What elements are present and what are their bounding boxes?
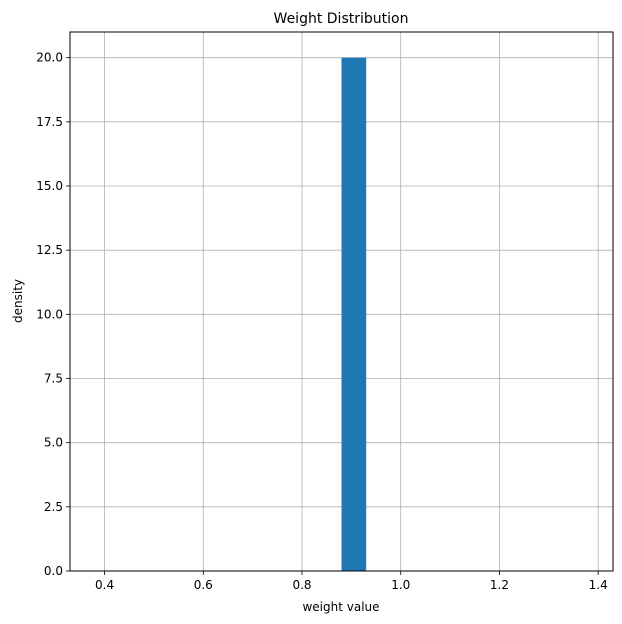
y-tick-label: 7.5 (44, 372, 63, 386)
chart-title: Weight Distribution (274, 11, 409, 27)
x-axis-label: weight value (302, 600, 379, 614)
x-tick-label: 1.0 (391, 578, 410, 592)
y-axis-ticks: 0.0 2.5 5.0 7.5 10.0 12.5 15.0 17.5 20.0 (36, 51, 70, 578)
y-tick-label: 0.0 (44, 564, 63, 578)
x-tick-label: 1.4 (589, 578, 608, 592)
y-tick-label: 20.0 (36, 51, 63, 65)
x-tick-label: 1.2 (490, 578, 509, 592)
y-tick-label: 17.5 (36, 115, 63, 129)
x-axis-ticks: 0.4 0.6 0.8 1.0 1.2 1.4 (95, 571, 608, 592)
y-tick-label: 10.0 (36, 307, 63, 321)
axes-frame (69, 31, 614, 572)
y-tick-label: 15.0 (36, 179, 63, 193)
y-tick-label: 12.5 (36, 243, 63, 257)
x-tick-label: 0.8 (292, 578, 311, 592)
x-tick-label: 0.4 (95, 578, 114, 592)
y-axis-label: density (11, 279, 25, 323)
y-tick-label: 2.5 (44, 500, 63, 514)
histogram-bar (341, 57, 367, 571)
histogram-bars (341, 57, 367, 571)
y-tick-label: 5.0 (44, 436, 63, 450)
x-tick-label: 0.6 (194, 578, 213, 592)
